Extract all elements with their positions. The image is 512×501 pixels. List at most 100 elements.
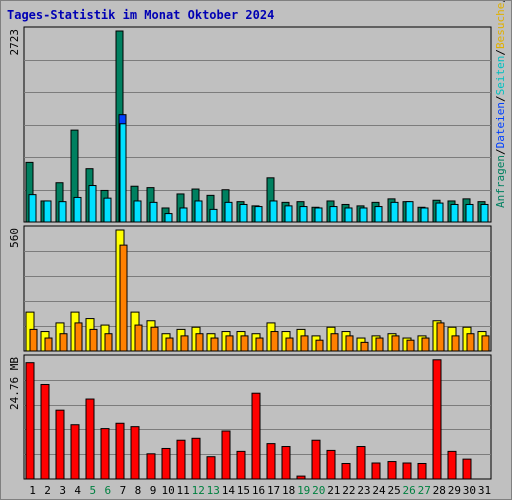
files-bar (314, 207, 323, 223)
volume-bar (191, 437, 201, 480)
hosts-bar (436, 322, 445, 352)
x-tick-label: 30 (463, 484, 476, 497)
files-bar (43, 200, 52, 223)
volume-bar (266, 443, 276, 480)
volume-bar (432, 359, 442, 480)
volume-bar (251, 392, 261, 480)
legend-item: / (494, 1, 507, 3)
volume-bar (311, 439, 321, 480)
hosts-bar (315, 339, 324, 352)
files-bar (194, 200, 203, 223)
x-tick-label: 31 (478, 484, 491, 497)
hosts-bar (74, 322, 83, 352)
files-bar (58, 201, 67, 223)
x-tick-label: 8 (135, 484, 142, 497)
x-tick-label: 10 (161, 484, 174, 497)
volume-bar (176, 439, 186, 480)
hosts-bar (406, 339, 415, 352)
x-tick-label: 3 (59, 484, 66, 497)
files-bar (164, 213, 173, 223)
volume-bar (402, 462, 412, 480)
x-tick-label: 11 (177, 484, 190, 497)
x-tick-label: 28 (433, 484, 446, 497)
files-bar (344, 207, 353, 223)
files-bar (465, 203, 474, 223)
hosts-bar (165, 337, 174, 352)
x-tick-label: 7 (120, 484, 127, 497)
chart-title: Tages-Statistik im Monat Oktober 2024 (7, 8, 275, 22)
x-tick-label: 27 (418, 484, 431, 497)
volume-bar (281, 446, 291, 480)
files-bar (73, 196, 82, 223)
files-bar (420, 207, 429, 223)
hosts-bar (330, 333, 339, 352)
x-tick-label: 20 (312, 484, 325, 497)
hosts-bar (225, 335, 234, 352)
files-bar (390, 201, 399, 223)
x-tick-label: 21 (327, 484, 340, 497)
volume-bar (100, 428, 110, 480)
x-tick-label: 1 (29, 484, 36, 497)
legend: Anfragen/Dateien/Seiten/Besuche/Rechner/… (494, 1, 507, 208)
files-bar (179, 207, 188, 223)
hosts-bar (134, 324, 143, 352)
volume-bar (221, 430, 231, 480)
hosts-bar (270, 331, 279, 352)
files-bar (149, 201, 158, 223)
x-tick-label: 13 (207, 484, 220, 497)
legend-item: / (494, 95, 507, 102)
legend-item: Seiten (494, 56, 507, 96)
volume-bar (371, 462, 381, 480)
x-tick-label: 2 (44, 484, 51, 497)
volume-bar (161, 447, 171, 480)
files-bar (103, 197, 112, 223)
hosts-bar (104, 333, 113, 352)
files-bar (435, 202, 444, 223)
x-tick-label: 15 (237, 484, 250, 497)
hosts-bar (421, 337, 430, 352)
hosts-bar (285, 337, 294, 352)
x-tick-label: 14 (222, 484, 236, 497)
x-tick-label: 6 (105, 484, 112, 497)
legend-item: Dateien (494, 102, 507, 148)
x-tick-label: 26 (403, 484, 416, 497)
volume-bar (115, 422, 125, 480)
files-bar (254, 206, 263, 223)
legend-item: / (494, 49, 507, 56)
volume-bar (55, 409, 65, 480)
files-bar (299, 206, 308, 223)
x-tick-label: 9 (150, 484, 157, 497)
files-bar (133, 200, 142, 223)
files-bar (329, 206, 338, 223)
pages-bar (119, 123, 127, 223)
x-tick-label: 12 (192, 484, 205, 497)
x-tick-label: 4 (74, 484, 81, 497)
hosts-bar (300, 335, 309, 352)
hosts-bar (345, 335, 354, 352)
x-tick-label: 29 (448, 484, 461, 497)
x-tick-label: 17 (267, 484, 280, 497)
x-tick-label: 22 (342, 484, 355, 497)
files-bar (450, 203, 459, 223)
files-bar (224, 201, 233, 223)
hosts-bar (255, 337, 264, 352)
volume-bar (146, 453, 156, 480)
y-max-label: 560 (8, 228, 21, 248)
hosts-bar (391, 335, 400, 352)
hosts-bar (210, 337, 219, 352)
volume-bar (85, 398, 95, 480)
x-tick-label: 16 (252, 484, 265, 497)
hosts-bar (451, 335, 460, 352)
files-bar (269, 200, 278, 223)
hosts-bar (119, 244, 128, 352)
volume-bar (326, 449, 336, 480)
volume-bar (236, 450, 246, 480)
volume-bar (447, 450, 457, 480)
volume-bar (296, 475, 306, 480)
volume-bar (25, 362, 35, 480)
volume-bar (341, 462, 351, 480)
volume-bar (387, 461, 397, 480)
files-bar (88, 185, 97, 223)
